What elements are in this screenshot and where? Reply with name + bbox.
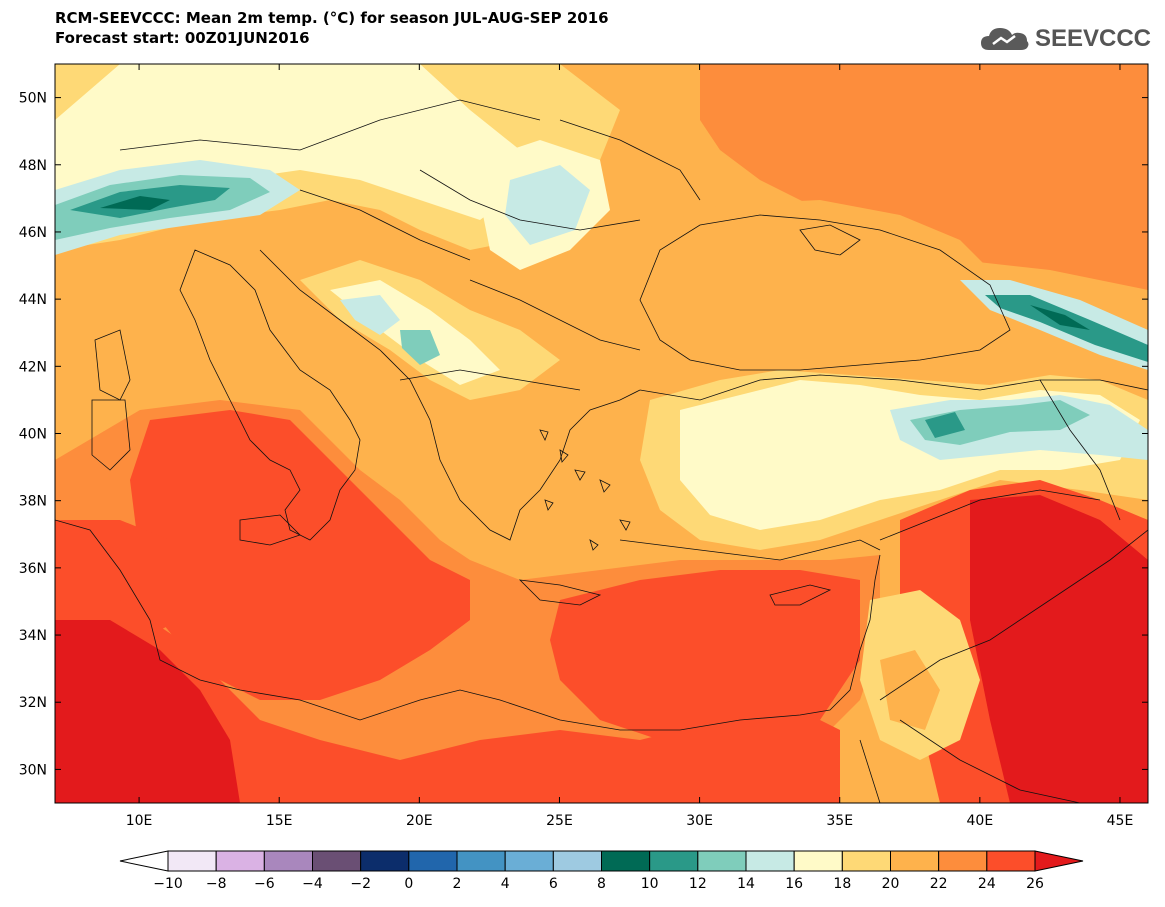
field-caucasus-8	[1030, 305, 1090, 330]
colorbar-label: −8	[206, 876, 227, 892]
forecast-start-label: Forecast start: 00Z01JUN2016	[55, 29, 310, 47]
cloud-logo-icon	[980, 28, 1029, 50]
colorbar-label: 4	[501, 876, 510, 892]
colorbar-swatch	[649, 850, 699, 872]
colorbar-swatch	[263, 850, 314, 872]
lon-tick-label: 40E	[967, 813, 994, 829]
coastlines	[55, 99, 1148, 803]
field-caucasus-10	[985, 295, 1148, 362]
colorbar-swatch	[841, 850, 891, 872]
colorbar-swatch	[986, 850, 1036, 872]
lat-tick-label: 48N	[19, 158, 47, 174]
seevccc-logo: SEEVCCC	[979, 22, 1151, 56]
colorbar-swatch	[167, 850, 217, 872]
colorbar-label: 8	[597, 876, 606, 892]
colorbar-label: 26	[1026, 876, 1044, 892]
field-africa-26	[55, 600, 840, 803]
field-ne-24	[700, 64, 1148, 290]
lon-tick-label: 15E	[266, 813, 293, 829]
colorbar-swatch	[456, 850, 506, 872]
lat-tick-label: 46N	[19, 225, 47, 241]
colorbar-label: 0	[404, 876, 413, 892]
field-alps-8	[100, 196, 170, 210]
field-med-26a	[130, 410, 470, 700]
colorbar-swatch	[360, 850, 410, 872]
lon-tick-label: 10E	[126, 813, 153, 829]
longitude-axis: 10E 15E 20E 25E 30E 35E 40E 45E	[126, 64, 1134, 829]
field-me-gt26	[970, 495, 1148, 803]
colorbar-swatch	[938, 850, 988, 872]
lat-tick-label: 50N	[19, 91, 47, 107]
field-anatolia-12	[910, 400, 1090, 445]
lat-tick-label: 34N	[19, 628, 47, 644]
colorbar-over-triangle	[1034, 850, 1084, 872]
lat-tick-label: 36N	[19, 561, 47, 577]
chart-title: RCM-SEEVCCC: Mean 2m temp. (°C) for seas…	[55, 9, 609, 27]
colorbar-swatch	[745, 850, 795, 872]
colorbar-label: −4	[302, 876, 323, 892]
lon-tick-label: 25E	[546, 813, 573, 829]
lat-tick-label: 40N	[19, 427, 47, 443]
temperature-field	[55, 64, 1148, 803]
colorbar-label: 24	[978, 876, 996, 892]
colorbar-swatch	[408, 850, 458, 872]
colorbar-label: −10	[153, 876, 183, 892]
field-balkan-12	[400, 330, 440, 365]
colorbar-label: 6	[549, 876, 558, 892]
colorbar-swatch	[890, 850, 940, 872]
latitude-axis: 50N 48N 46N 44N 42N 40N 38N 36N 34N 32N 30N	[19, 91, 1148, 778]
field-med-26b	[550, 570, 860, 740]
lon-tick-label: 20E	[406, 813, 433, 829]
lat-tick-label: 32N	[19, 695, 47, 711]
field-anatolia-10	[925, 412, 965, 438]
lon-tick-label: 35E	[826, 813, 853, 829]
colorbar-swatch	[312, 850, 362, 872]
lon-tick-label: 45E	[1107, 813, 1134, 829]
colorbar-label: 20	[882, 876, 900, 892]
lat-tick-label: 38N	[19, 494, 47, 510]
lat-tick-label: 30N	[19, 762, 47, 778]
lat-tick-label: 44N	[19, 292, 47, 308]
colorbar-label: −6	[254, 876, 275, 892]
colorbar-swatch	[697, 850, 747, 872]
colorbar-swatch	[504, 850, 554, 872]
colorbar: −10 −8 −6 −4 −2 0 2 4 6 8 10 12 14 16 18 20 22 24 26	[119, 850, 1084, 892]
field-blacksea-22	[630, 200, 1030, 375]
colorbar-swatch	[215, 850, 265, 872]
colorbar-label: 22	[930, 876, 948, 892]
field-carpathian-16	[505, 165, 590, 245]
lon-tick-label: 30E	[686, 813, 713, 829]
field-africa-gt26	[55, 620, 240, 803]
lat-tick-label: 42N	[19, 359, 47, 375]
colorbar-label: 12	[689, 876, 707, 892]
colorbar-label: −2	[350, 876, 371, 892]
colorbar-swatch	[793, 850, 843, 872]
colorbar-label: 16	[785, 876, 803, 892]
colorbar-under-triangle	[119, 850, 169, 872]
colorbar-swatch	[552, 850, 602, 872]
logo-text: SEEVCCC	[1034, 25, 1151, 52]
colorbar-swatch	[601, 850, 651, 872]
colorbar-label: 18	[833, 876, 851, 892]
field-balkan-16a	[340, 295, 400, 335]
colorbar-label: 2	[453, 876, 462, 892]
colorbar-label: 14	[737, 876, 755, 892]
colorbar-label: 10	[641, 876, 659, 892]
